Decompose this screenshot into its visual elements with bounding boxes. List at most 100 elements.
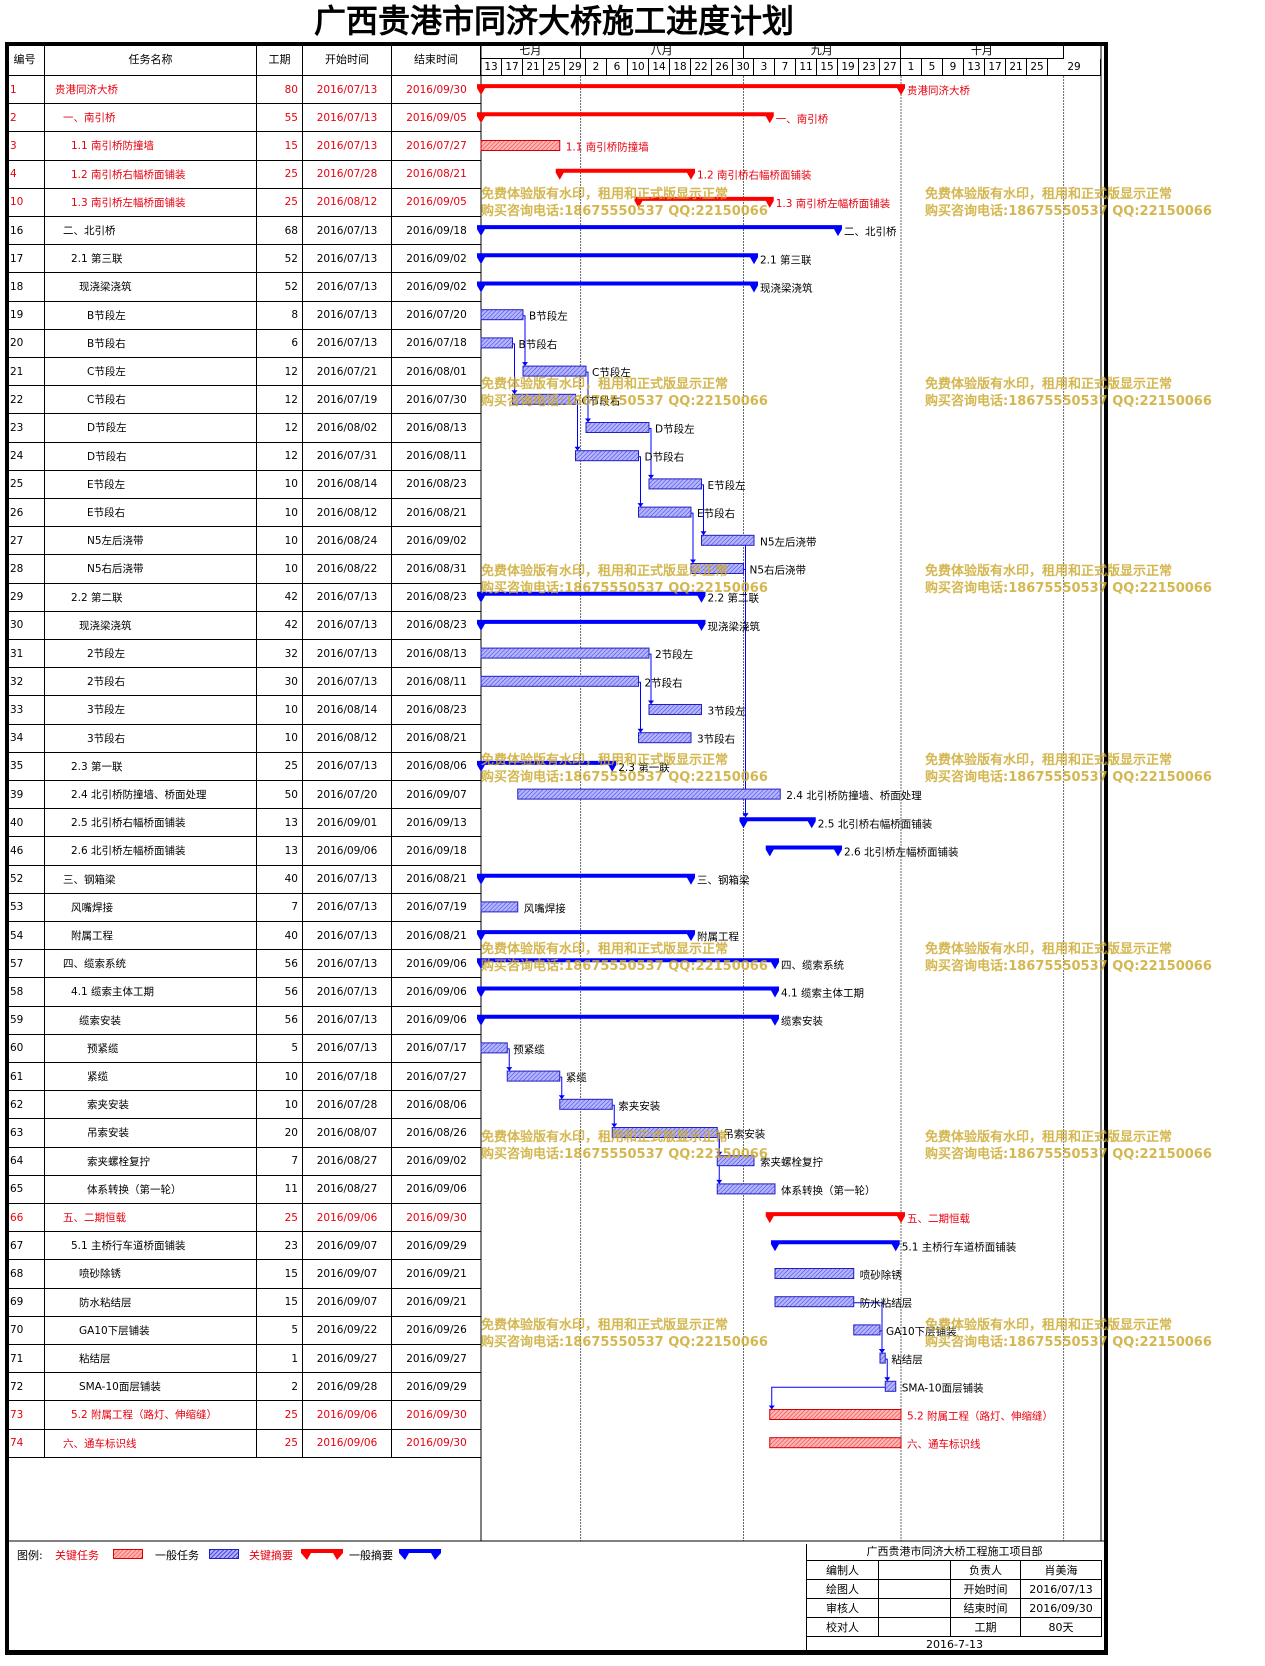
table-row[interactable]: 40 2.5 北引桥右幅桥面铺装 13 2016/09/01 2016/09/13	[5, 809, 481, 838]
table-row[interactable]: 28 N5右后浇带 10 2016/08/22 2016/08/31	[5, 555, 481, 584]
task-name: 防水粘结层	[45, 1288, 257, 1316]
task-duration: 10	[257, 555, 303, 583]
table-row[interactable]: 32 2节段右 30 2016/07/13 2016/08/11	[5, 668, 481, 697]
table-row[interactable]: 16 二、北引桥 68 2016/07/13 2016/09/18	[5, 217, 481, 246]
table-row[interactable]: 70 GA10下层铺装 5 2016/09/22 2016/09/26	[5, 1316, 481, 1345]
day-label: 5	[922, 59, 943, 76]
task-name: 缆索安装	[45, 1006, 257, 1034]
watermark-line2: 购买咨询电话:18675550537 QQ:22150066	[925, 1147, 1212, 1162]
task-duration: 10	[257, 1091, 303, 1119]
table-row[interactable]: 31 2节段左 32 2016/07/13 2016/08/13	[5, 640, 481, 669]
watermark-line2: 购买咨询电话:18675550537 QQ:22150066	[481, 1335, 768, 1350]
table-row[interactable]: 53 风嘴焊接 7 2016/07/13 2016/07/19	[5, 893, 481, 922]
table-row[interactable]: 23 D节段左 12 2016/08/02 2016/08/13	[5, 414, 481, 443]
task-start: 2016/07/13	[303, 950, 392, 978]
month-label: 七月	[481, 43, 581, 59]
watermark: 免费体验版有水印，租用和正式版显示正常 购买咨询电话:18675550537 QQ…	[481, 941, 768, 975]
watermark: 免费体验版有水印，租用和正式版显示正常购买咨询电话:18675550537 QQ…	[925, 1129, 1212, 1163]
task-duration: 25	[257, 1429, 303, 1457]
header-id: 编号	[5, 42, 45, 76]
table-row[interactable]: 18 现浇梁浇筑 52 2016/07/13 2016/09/02	[5, 273, 481, 302]
day-label: 29	[565, 59, 586, 76]
task-duration: 50	[257, 781, 303, 809]
table-row[interactable]: 29 2.2 第二联 42 2016/07/13 2016/08/23	[5, 583, 481, 612]
table-row[interactable]: 52 三、钢箱梁 40 2016/07/13 2016/08/21	[5, 865, 481, 894]
table-row[interactable]: 25 E节段左 10 2016/08/14 2016/08/23	[5, 470, 481, 499]
watermark-line2: 购买咨询电话:18675550537 QQ:22150066	[481, 770, 768, 785]
task-duration: 7	[257, 893, 303, 921]
task-end: 2016/08/13	[406, 647, 467, 660]
task-start: 2016/08/27	[303, 1147, 392, 1175]
table-row[interactable]: 30 现浇梁浇筑 42 2016/07/13 2016/08/23	[5, 611, 481, 640]
task-duration: 25	[257, 752, 303, 780]
info-cell: 绘图人	[807, 1580, 879, 1598]
task-id: 20	[5, 329, 45, 357]
table-row[interactable]: 1 贵港同济大桥 80 2016/07/13 2016/09/30	[5, 76, 481, 105]
task-end: 2016/09/07	[406, 788, 467, 801]
watermark: 免费体验版有水印，租用和正式版显示正常 购买咨询电话:18675550537 QQ…	[925, 563, 1212, 597]
table-row[interactable]: 61 紧缆 10 2016/07/18 2016/07/27	[5, 1063, 481, 1092]
task-id: 68	[5, 1260, 45, 1288]
table-row[interactable]: 24 D节段右 12 2016/07/31 2016/08/11	[5, 442, 481, 471]
task-duration: 68	[257, 217, 303, 245]
task-end: 2016/08/21	[406, 168, 467, 181]
task-name: C节段左	[45, 358, 257, 386]
task-duration: 5	[257, 1034, 303, 1062]
table-row[interactable]: 58 4.1 缆索主体工期 56 2016/07/13 2016/09/06	[5, 978, 481, 1007]
task-name: 五、二期恒载	[45, 1204, 257, 1232]
task-id: 74	[5, 1429, 45, 1457]
table-row[interactable]: 65 体系转换（第一轮） 11 2016/08/27 2016/09/06	[5, 1175, 481, 1204]
task-end: 2016/09/06	[406, 1183, 467, 1196]
day-label: 2	[586, 59, 607, 76]
table-row[interactable]: 62 索夹安装 10 2016/07/28 2016/08/06	[5, 1091, 481, 1120]
table-row[interactable]: 71 粘结层 1 2016/09/27 2016/09/27	[5, 1345, 481, 1374]
table-row[interactable]: 72 SMA-10面层铺装 2 2016/09/28 2016/09/29	[5, 1373, 481, 1402]
watermark-line1: 免费体验版有水印，租用和正式版显示正常	[925, 1130, 1173, 1145]
table-row[interactable]: 2 一、南引桥 55 2016/07/13 2016/09/05	[5, 104, 481, 133]
table-row[interactable]: 20 B节段右 6 2016/07/13 2016/07/18	[5, 329, 481, 358]
day-label: 25	[1027, 59, 1048, 76]
month-label: 十月	[901, 43, 1064, 59]
watermark-line2: 购买咨询电话:18675550537 QQ:22150066	[925, 204, 1212, 219]
table-row[interactable]: 63 吊索安装 20 2016/08/07 2016/08/26	[5, 1119, 481, 1148]
table-row[interactable]: 39 2.4 北引桥防撞墙、桥面处理 50 2016/07/20 2016/09/07	[5, 781, 481, 810]
table-row[interactable]: 35 2.3 第一联 25 2016/07/13 2016/08/06	[5, 752, 481, 781]
table-row[interactable]: 33 3节段左 10 2016/08/14 2016/08/23	[5, 696, 481, 725]
table-row[interactable]: 34 3节段右 10 2016/08/12 2016/08/21	[5, 724, 481, 753]
task-start: 2016/07/21	[303, 358, 392, 386]
table-row[interactable]: 17 2.1 第三联 52 2016/07/13 2016/09/02	[5, 245, 481, 274]
task-duration: 10	[257, 527, 303, 555]
table-row[interactable]: 73 5.2 附属工程（路灯、伸缩缝） 25 2016/09/06 2016/09/30	[5, 1401, 481, 1430]
table-row[interactable]: 21 C节段左 12 2016/07/21 2016/08/01	[5, 358, 481, 387]
task-duration: 56	[257, 1006, 303, 1034]
table-row[interactable]: 3 1.1 南引桥防撞墙 15 2016/07/13 2016/07/27	[5, 132, 481, 161]
table-row[interactable]: 68 喷砂除锈 15 2016/09/07 2016/09/21	[5, 1260, 481, 1289]
task-start: 2016/08/12	[303, 499, 392, 527]
table-row[interactable]: 54 附属工程 40 2016/07/13 2016/08/21	[5, 922, 481, 951]
table-row[interactable]: 46 2.6 北引桥左幅桥面铺装 13 2016/09/06 2016/09/18	[5, 837, 481, 866]
task-start: 2016/08/12	[303, 724, 392, 752]
task-id: 54	[5, 922, 45, 950]
table-row[interactable]: 59 缆索安装 56 2016/07/13 2016/09/06	[5, 1006, 481, 1035]
table-row[interactable]: 10 1.3 南引桥左幅桥面铺装 25 2016/08/12 2016/09/05	[5, 188, 481, 217]
table-row[interactable]: 74 六、通车标识线 25 2016/09/06 2016/09/30	[5, 1429, 481, 1458]
table-row[interactable]: 69 防水粘结层 15 2016/09/07 2016/09/21	[5, 1288, 481, 1317]
table-row[interactable]: 57 四、缆索系统 56 2016/07/13 2016/09/06	[5, 950, 481, 979]
task-end: 2016/09/30	[406, 1437, 467, 1450]
table-row[interactable]: 19 B节段左 8 2016/07/13 2016/07/20	[5, 301, 481, 330]
info-cell: 审核人	[807, 1599, 879, 1617]
task-id: 69	[5, 1288, 45, 1316]
table-row[interactable]: 4 1.2 南引桥右幅桥面铺装 25 2016/07/28 2016/08/21	[5, 160, 481, 189]
table-row[interactable]: 66 五、二期恒载 25 2016/09/06 2016/09/30	[5, 1204, 481, 1233]
table-row[interactable]: 22 C节段右 12 2016/07/19 2016/07/30	[5, 386, 481, 415]
table-row[interactable]: 27 N5左后浇带 10 2016/08/24 2016/09/02	[5, 527, 481, 556]
task-id: 2	[5, 104, 45, 132]
table-row[interactable]: 64 索夹螺栓复拧 7 2016/08/27 2016/09/02	[5, 1147, 481, 1176]
day-label: 21	[523, 59, 544, 76]
task-start: 2016/09/07	[303, 1232, 392, 1260]
task-end: 2016/09/06	[406, 1014, 467, 1027]
table-row[interactable]: 67 5.1 主桥行车道桥面铺装 23 2016/09/07 2016/09/29	[5, 1232, 481, 1261]
table-row[interactable]: 60 预紧缆 5 2016/07/13 2016/07/17	[5, 1034, 481, 1063]
table-row[interactable]: 26 E节段右 10 2016/08/12 2016/08/21	[5, 499, 481, 528]
info-cell	[879, 1580, 951, 1598]
